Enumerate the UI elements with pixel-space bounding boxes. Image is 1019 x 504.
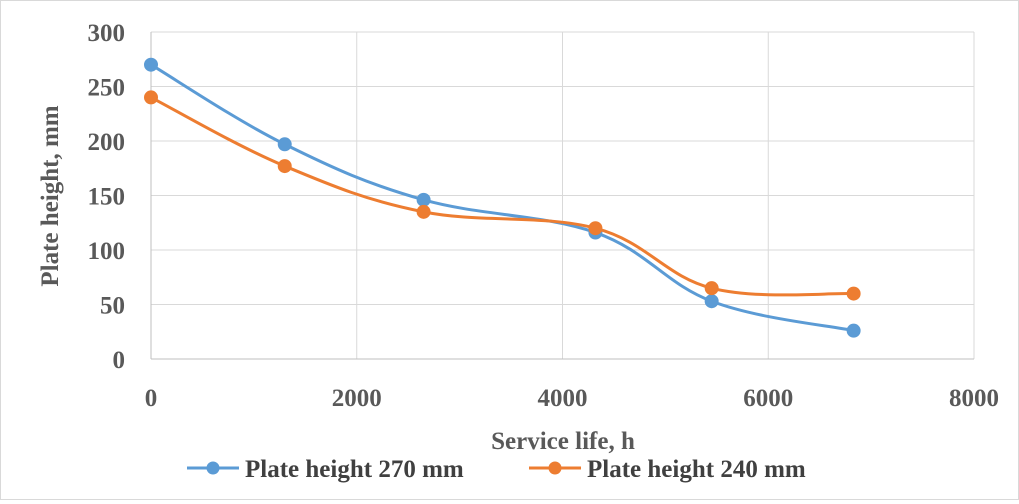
data-point (278, 160, 291, 173)
x-axis-title: Service life, h (491, 428, 635, 455)
data-point (145, 58, 158, 71)
data-point (705, 295, 718, 308)
legend-entry: Plate height 270 mm (187, 456, 464, 483)
legend: Plate height 270 mm Plate height 240 mm (187, 456, 806, 483)
data-point (847, 324, 860, 337)
data-point (278, 138, 291, 151)
legend-label: Plate height 240 mm (587, 456, 806, 483)
x-tick-label: 4000 (538, 385, 588, 412)
x-tick-label: 6000 (743, 385, 793, 412)
y-tick-label: 200 (88, 129, 126, 156)
legend-label: Plate height 270 mm (245, 456, 464, 483)
series-line (151, 65, 854, 331)
data-point (417, 205, 430, 218)
legend-entry: Plate height 240 mm (529, 456, 806, 483)
data-point (417, 193, 430, 206)
series-line (151, 97, 854, 295)
data-point (589, 222, 602, 235)
y-axis-title: Plate height, mm (37, 105, 64, 286)
legend-swatch-marker (549, 462, 562, 475)
y-tick-label: 150 (88, 184, 126, 211)
y-tick-label: 300 (88, 20, 126, 47)
data-point (145, 91, 158, 104)
y-tick-label: 0 (113, 347, 126, 374)
x-tick-label: 0 (145, 385, 158, 412)
y-tick-label: 250 (88, 75, 126, 102)
x-tick-label: 8000 (949, 385, 999, 412)
legend-swatch-marker (207, 462, 220, 475)
y-tick-label: 100 (88, 238, 126, 265)
series-group (145, 58, 861, 337)
x-tick-label: 2000 (332, 385, 382, 412)
y-tick-label: 50 (100, 293, 125, 320)
tick-labels: 0 50 100 150 200 250 300 0 2000 4000 6000 8000 (88, 20, 1000, 412)
gridlines (151, 32, 974, 359)
data-point (705, 282, 718, 295)
data-point (847, 287, 860, 300)
